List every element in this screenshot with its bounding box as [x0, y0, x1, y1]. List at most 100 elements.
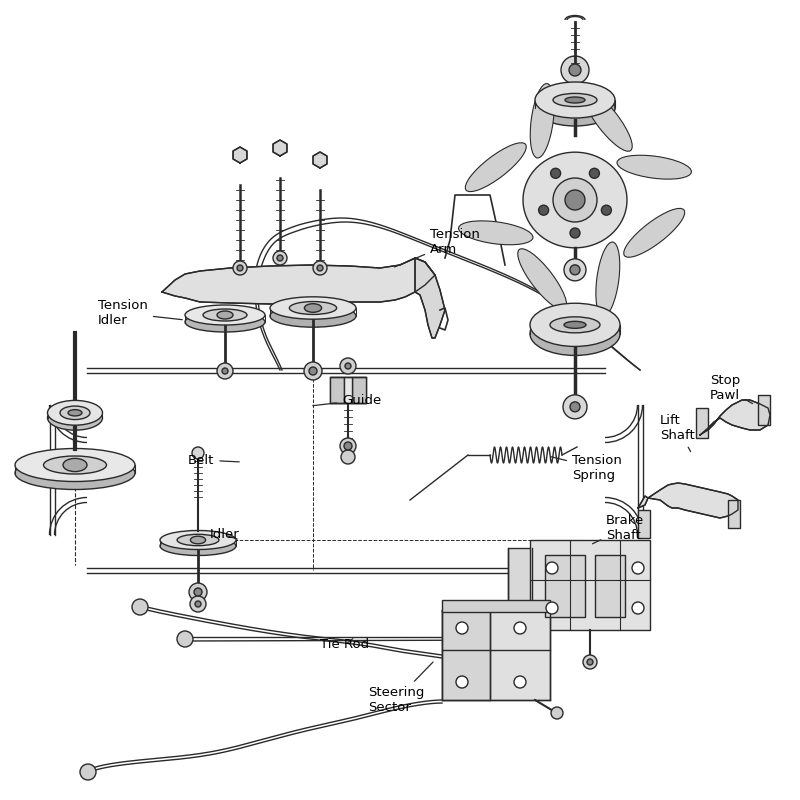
Circle shape: [550, 168, 561, 178]
Circle shape: [317, 265, 323, 271]
Ellipse shape: [624, 208, 685, 258]
Circle shape: [190, 596, 206, 612]
Ellipse shape: [553, 94, 597, 106]
Ellipse shape: [203, 309, 247, 321]
Ellipse shape: [290, 302, 337, 314]
Circle shape: [345, 363, 351, 369]
Circle shape: [563, 395, 587, 419]
Text: Steering
Sector: Steering Sector: [368, 662, 433, 714]
Ellipse shape: [43, 456, 106, 474]
Circle shape: [527, 630, 543, 646]
Circle shape: [177, 631, 193, 647]
Polygon shape: [162, 258, 435, 304]
Circle shape: [340, 358, 356, 374]
Circle shape: [632, 602, 644, 614]
Circle shape: [192, 447, 204, 459]
Text: Guide: Guide: [313, 394, 382, 406]
Circle shape: [456, 622, 468, 634]
Bar: [728, 500, 740, 528]
Bar: [638, 510, 650, 538]
Ellipse shape: [60, 406, 90, 419]
Ellipse shape: [518, 249, 566, 310]
Bar: [442, 610, 550, 700]
Bar: [545, 555, 585, 617]
Bar: [344, 377, 352, 403]
Circle shape: [132, 599, 148, 615]
Circle shape: [587, 659, 593, 665]
Circle shape: [538, 205, 549, 215]
Bar: [758, 395, 770, 425]
Bar: [330, 377, 366, 403]
Ellipse shape: [270, 305, 356, 327]
Ellipse shape: [583, 90, 632, 151]
Polygon shape: [313, 152, 327, 168]
Ellipse shape: [304, 304, 322, 312]
Ellipse shape: [47, 406, 102, 430]
Circle shape: [222, 368, 228, 374]
Text: Tension
Idler: Tension Idler: [98, 299, 182, 327]
Polygon shape: [442, 610, 490, 700]
Bar: [508, 548, 532, 618]
Ellipse shape: [270, 297, 356, 319]
Circle shape: [569, 64, 581, 76]
Ellipse shape: [535, 82, 615, 118]
Bar: [442, 600, 550, 612]
Ellipse shape: [550, 317, 600, 333]
Circle shape: [194, 588, 202, 596]
Circle shape: [189, 583, 207, 601]
Circle shape: [561, 56, 589, 84]
Circle shape: [309, 367, 317, 375]
Circle shape: [195, 601, 201, 607]
Circle shape: [456, 676, 468, 688]
Ellipse shape: [596, 242, 620, 317]
Circle shape: [565, 190, 585, 210]
Circle shape: [304, 362, 322, 380]
Ellipse shape: [535, 90, 615, 126]
Text: Tension
Spring: Tension Spring: [550, 454, 622, 482]
Ellipse shape: [530, 303, 620, 346]
Polygon shape: [273, 140, 287, 156]
Text: Lift
Shaft: Lift Shaft: [660, 414, 694, 451]
Ellipse shape: [15, 457, 135, 490]
Circle shape: [583, 655, 597, 669]
Bar: [352, 377, 366, 403]
Ellipse shape: [47, 401, 102, 425]
Ellipse shape: [185, 312, 265, 332]
Ellipse shape: [617, 155, 691, 179]
Circle shape: [217, 363, 233, 379]
Ellipse shape: [530, 83, 554, 158]
Circle shape: [564, 259, 586, 281]
Circle shape: [553, 178, 597, 222]
Circle shape: [590, 168, 599, 178]
Circle shape: [514, 622, 526, 634]
Circle shape: [570, 228, 580, 238]
Polygon shape: [700, 400, 770, 435]
Circle shape: [80, 764, 96, 780]
Circle shape: [233, 261, 247, 275]
Circle shape: [273, 251, 287, 265]
Circle shape: [344, 442, 352, 450]
Ellipse shape: [177, 534, 219, 546]
Bar: [330, 377, 344, 403]
Ellipse shape: [63, 458, 87, 472]
Ellipse shape: [185, 305, 265, 325]
Ellipse shape: [190, 536, 206, 544]
Ellipse shape: [15, 449, 135, 482]
Text: Brake
Shaft: Brake Shaft: [593, 514, 644, 544]
Polygon shape: [233, 147, 247, 163]
Circle shape: [277, 255, 283, 261]
Polygon shape: [638, 483, 738, 518]
Text: Idler: Idler: [210, 529, 240, 542]
Circle shape: [551, 707, 563, 719]
Circle shape: [514, 676, 526, 688]
Circle shape: [546, 602, 558, 614]
Ellipse shape: [564, 322, 586, 328]
Circle shape: [546, 562, 558, 574]
Ellipse shape: [68, 410, 82, 416]
Circle shape: [340, 438, 356, 454]
Ellipse shape: [530, 312, 620, 355]
Ellipse shape: [217, 311, 233, 319]
Circle shape: [341, 450, 355, 464]
Ellipse shape: [523, 152, 627, 248]
Bar: [530, 540, 650, 630]
